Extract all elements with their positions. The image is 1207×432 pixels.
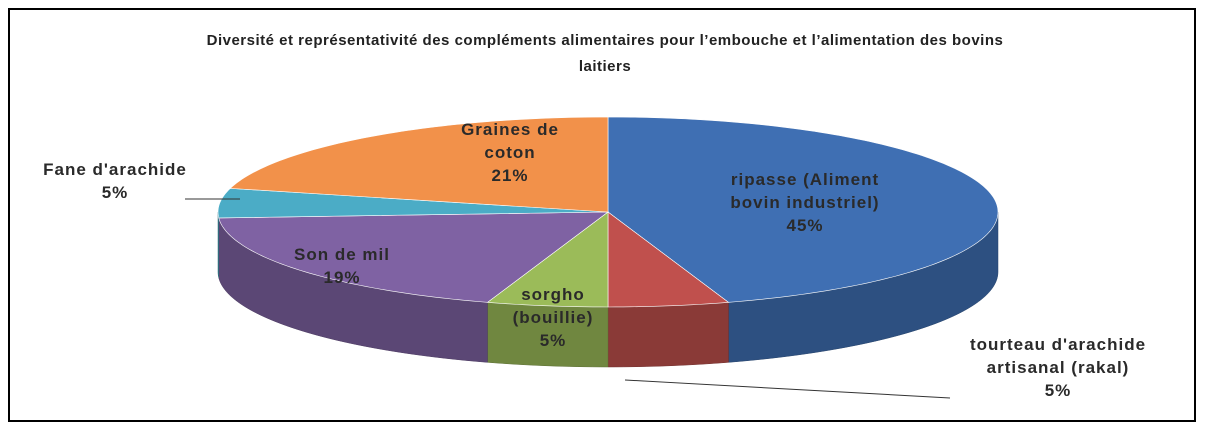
- data-label-name: tourteau d'arachide artisanal (rakal): [969, 335, 1147, 377]
- data-label-name: ripasse (Aliment bovin industriel): [730, 170, 880, 212]
- data-label-value: 45%: [786, 216, 824, 235]
- slice: [217, 188, 609, 219]
- data-label-value: 5%: [1044, 381, 1072, 400]
- data-label-value: 19%: [323, 268, 361, 287]
- data-label-value: 5%: [101, 183, 129, 202]
- slice: [607, 116, 999, 303]
- leader-line: [624, 379, 951, 399]
- data-label: ripasse (Aliment bovin industriel) 45%: [705, 168, 905, 237]
- data-label-name: Fane d'arachide: [43, 160, 187, 179]
- data-label-name: Son de mil: [294, 245, 390, 264]
- data-label: tourteau d'arachide artisanal (rakal) 5%: [953, 333, 1163, 402]
- chart-title: Diversité et représentativité des complé…: [206, 32, 1004, 75]
- data-label-name: sorgho (bouillie): [512, 285, 594, 327]
- data-label: Graines de coton 21%: [435, 118, 585, 187]
- data-label-value: 5%: [539, 331, 567, 350]
- slice: [229, 116, 609, 213]
- slice: [607, 211, 730, 308]
- data-label-value: 21%: [491, 166, 529, 185]
- slice: [218, 211, 609, 303]
- data-label: Fane d'arachide 5%: [40, 158, 190, 204]
- data-label: sorgho (bouillie) 5%: [493, 283, 613, 352]
- data-label: Son de mil 19%: [262, 243, 422, 289]
- slice-side: [217, 211, 220, 279]
- slice: [486, 211, 609, 308]
- chart-frame: [8, 8, 1196, 422]
- slice-side: [607, 302, 729, 368]
- data-label-name: Graines de coton: [461, 120, 559, 162]
